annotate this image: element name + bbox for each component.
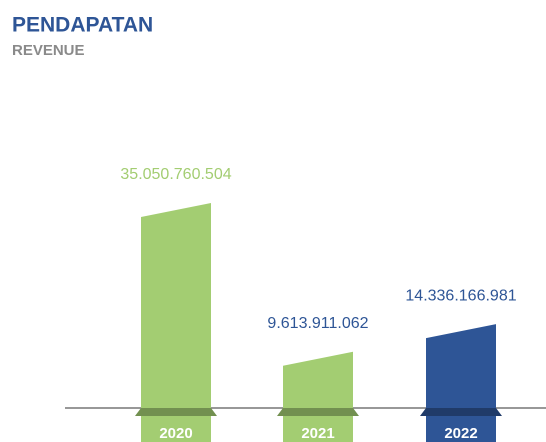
pedestal — [426, 416, 496, 442]
value-label: 14.336.166.981 — [405, 287, 516, 304]
pedestal-top — [135, 408, 217, 416]
value-label: 9.613.911.062 — [267, 315, 368, 332]
bar — [141, 203, 211, 408]
x-tick-label: 2021 — [301, 425, 334, 442]
pedestal-top — [277, 408, 359, 416]
chart-subtitle: REVENUE — [12, 42, 85, 59]
pedestal-top — [420, 408, 502, 416]
chart-title: PENDAPATAN — [12, 14, 153, 37]
bar — [426, 324, 496, 408]
x-tick-label: 2020 — [159, 425, 192, 442]
pedestal — [141, 416, 211, 442]
value-label: 35.050.760.504 — [120, 166, 231, 183]
bar — [283, 351, 353, 408]
x-tick-label: 2022 — [444, 425, 477, 442]
pedestal — [283, 416, 353, 442]
